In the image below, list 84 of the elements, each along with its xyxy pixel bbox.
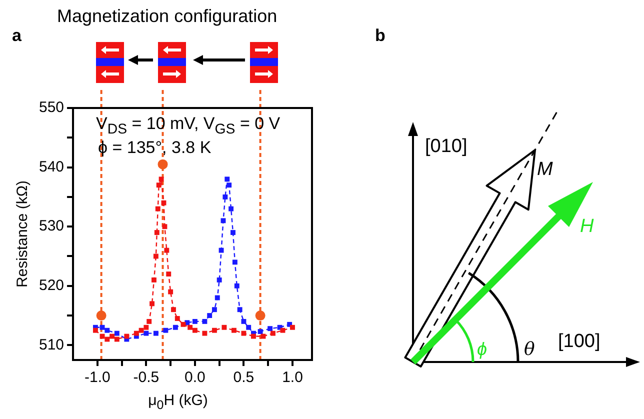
point [100,324,105,330]
point [114,330,120,336]
point [228,206,234,212]
point [192,318,198,324]
text: b [375,26,386,46]
point [155,206,160,212]
y-tick-label: 520 [38,277,64,294]
point [134,330,139,336]
point [168,289,174,294]
point [100,334,105,339]
point [158,159,168,170]
annotation: V$_{DS}$ = 10 mV, V$_{GS}$ = 0 V [96,114,280,138]
point [164,248,170,253]
point [270,330,276,336]
point [174,316,180,321]
point [156,182,162,188]
point [258,329,263,334]
point [218,248,224,253]
point [146,318,152,324]
x-tick-label: 0.5 [233,369,254,386]
x-tick-label: 1.0 [282,369,303,386]
point [246,324,252,330]
point [202,330,208,336]
x-tick-label: -0.5 [133,369,160,386]
point [124,334,130,339]
point [222,194,228,200]
point [230,230,236,235]
point [96,310,106,321]
point [180,322,186,327]
point [234,283,240,288]
point [188,324,193,330]
point [207,313,212,318]
point [144,324,149,330]
point [290,324,295,330]
point [280,328,286,333]
point [241,330,246,336]
point [202,318,208,324]
point [150,301,155,306]
point [138,328,144,333]
point [152,277,156,282]
point [172,324,178,330]
point [104,336,110,342]
point [162,224,168,230]
y-axis-title: Resistance (kΩ) [14,180,32,288]
point [104,328,110,333]
y-tick-label: 530 [38,218,64,235]
point [192,328,198,333]
point [144,330,149,336]
y-tick-label: 510 [38,336,64,354]
point [212,328,217,333]
point [222,324,227,330]
point [231,328,236,333]
point [220,218,226,224]
point [166,272,172,276]
point [92,328,98,333]
point [153,254,158,259]
point [241,318,246,324]
text: a [12,26,22,46]
annotation: ϕ = 135°, 3.8 K [98,138,212,158]
point [171,307,176,312]
chart-title: Magnetization configuration [57,6,278,27]
point [158,176,164,182]
point [214,295,220,300]
point [153,330,158,336]
point [163,328,168,333]
point [260,334,266,339]
y-tick-label: 550 [38,99,64,116]
point [268,326,273,332]
point [216,277,222,282]
point [212,307,217,312]
x-axis-title: μ$_{0}$H (kG) [147,392,209,412]
x-tick-label: 0.0 [184,369,206,386]
point [226,182,232,188]
point [255,310,266,321]
point [224,176,230,182]
point [114,336,120,342]
point [154,230,160,235]
y-tick-label: 540 [38,158,64,176]
point [232,260,238,265]
point [237,307,242,312]
point [161,200,166,206]
point [110,334,115,339]
point [251,334,256,339]
x-tick-label: -1.0 [84,369,110,386]
